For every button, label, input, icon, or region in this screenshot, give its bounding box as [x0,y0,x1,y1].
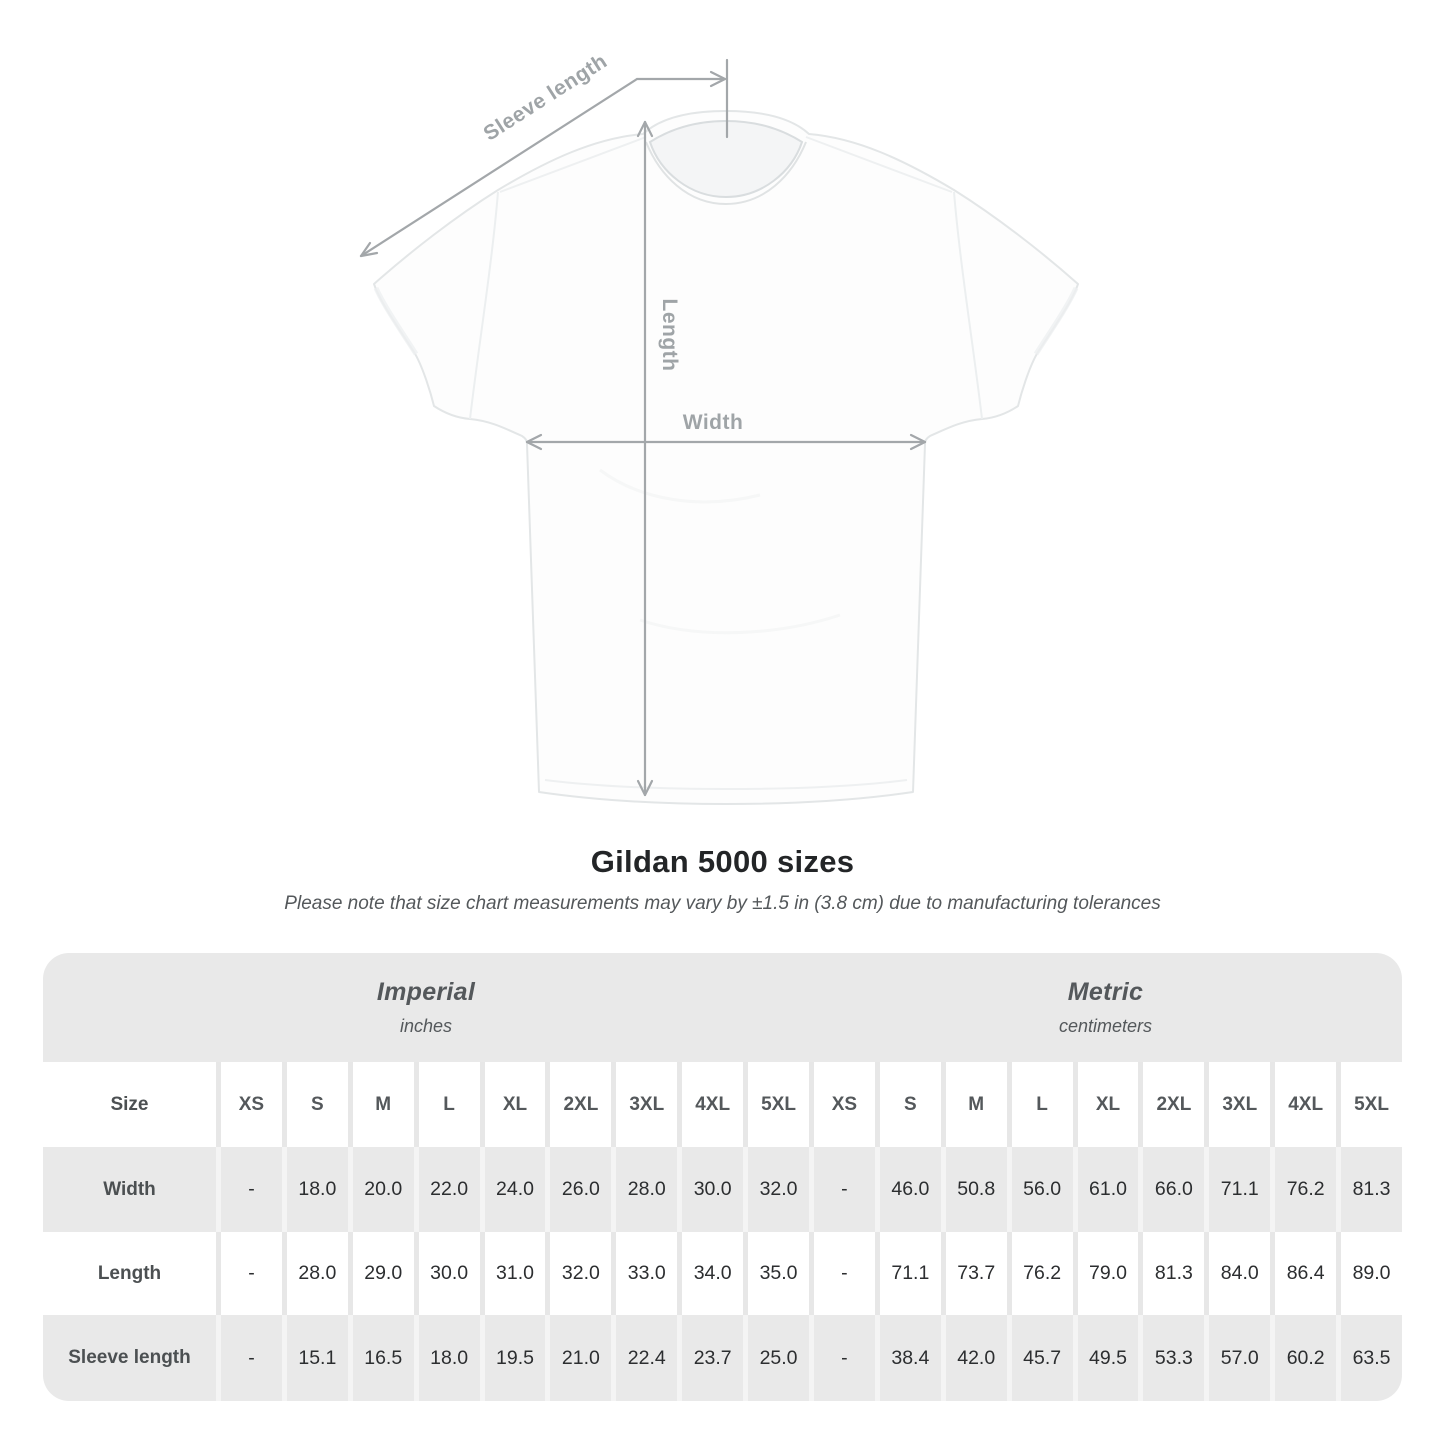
measurement-value: 34.0 [677,1232,744,1315]
size-header: 5XL [743,1062,809,1147]
tshirt-diagram: Sleeve length Length Width [359,50,1079,805]
measurement-value: 29.0 [347,1232,414,1315]
measurement-value: 31.0 [479,1232,546,1315]
size-header: S [874,1062,941,1147]
size-header: L [413,1062,480,1147]
size-header: XL [1072,1062,1139,1147]
measurement-value: 73.7 [940,1232,1007,1315]
measurement-value: 25.0 [743,1315,809,1401]
measurement-value: 89.0 [1336,1232,1402,1315]
length-arrow [636,120,654,797]
row-label-length: Length [43,1232,216,1315]
measurement-value: - [216,1315,282,1401]
size-header: M [940,1062,1007,1147]
measurement-value: 23.7 [677,1315,744,1401]
measurement-value: 71.1 [874,1232,941,1315]
measurement-value: 81.3 [1138,1232,1205,1315]
length-label: Length [658,299,681,372]
row-label-width: Width [43,1147,216,1232]
measurement-value: 22.4 [611,1315,678,1401]
size-header: 3XL [611,1062,678,1147]
size-header: 4XL [677,1062,744,1147]
measurement-value: 56.0 [1006,1147,1073,1232]
page-title: Gildan 5000 sizes [590,844,855,879]
measurement-value: 79.0 [1072,1232,1139,1315]
metric-label: Metric [1067,978,1144,1006]
measurement-value: 42.0 [940,1315,1007,1401]
measurement-value: 86.4 [1270,1232,1337,1315]
measurement-value: 18.0 [281,1147,348,1232]
width-arrow [525,433,927,451]
imperial-unit: inches [399,1016,452,1036]
size-header: XS [216,1062,282,1147]
measurement-value: - [216,1232,282,1315]
measurement-value: 61.0 [1072,1147,1139,1232]
measurement-value: - [808,1232,875,1315]
measurement-value: 71.1 [1204,1147,1271,1232]
measurement-value: 26.0 [545,1147,612,1232]
size-header: M [347,1062,414,1147]
measurement-value: 84.0 [1204,1232,1271,1315]
measurement-value: - [216,1147,282,1232]
measurement-value: 28.0 [281,1232,348,1315]
measurement-value: 50.8 [940,1147,1007,1232]
measurement-value: 22.0 [413,1147,480,1232]
measurement-value: 60.2 [1270,1315,1337,1401]
measurement-value: 24.0 [479,1147,546,1232]
size-header: 5XL [1336,1062,1402,1147]
metric-group-header: Metric centimeters [808,953,1402,1062]
size-table: Imperial inches Metric centimeters Size … [43,953,1402,1401]
sleeve-length-label: Sleeve length [480,50,612,146]
measurement-value: 21.0 [545,1315,612,1401]
measurement-value: 30.0 [677,1147,744,1232]
measurement-value: 76.2 [1270,1147,1337,1232]
measurement-value: 63.5 [1336,1315,1402,1401]
measurement-value: 32.0 [545,1232,612,1315]
tolerance-note: Please note that size chart measurements… [284,893,1161,914]
measurement-value: 15.1 [281,1315,348,1401]
measurement-value: 66.0 [1138,1147,1205,1232]
size-header: 3XL [1204,1062,1271,1147]
measurement-value: - [808,1147,875,1232]
size-header: XS [808,1062,875,1147]
size-header: S [281,1062,348,1147]
measurement-value: 18.0 [413,1315,480,1401]
measurement-value: 19.5 [479,1315,546,1401]
sleeve-length-arrow [359,58,729,258]
measurement-value: 81.3 [1336,1147,1402,1232]
measurement-value: 20.0 [347,1147,414,1232]
measurement-value: 28.0 [611,1147,678,1232]
metric-unit: centimeters [1058,1016,1152,1036]
row-label-sleeve-length: Sleeve length [43,1315,216,1401]
measurement-value: 30.0 [413,1232,480,1315]
measurement-value: 16.5 [347,1315,414,1401]
imperial-group-header: Imperial inches [43,953,809,1062]
measurement-value: 35.0 [743,1232,809,1315]
size-header: 2XL [1138,1062,1205,1147]
measurement-value: 45.7 [1006,1315,1073,1401]
measurement-value: 33.0 [611,1232,678,1315]
tshirt-image [373,110,1079,805]
measurement-value: 76.2 [1006,1232,1073,1315]
measurement-value: 53.3 [1138,1315,1205,1401]
measurement-value: 49.5 [1072,1315,1139,1401]
size-header: L [1006,1062,1073,1147]
measurement-value: 57.0 [1204,1315,1271,1401]
size-column-header: Size [43,1062,216,1147]
measurement-value: - [808,1315,875,1401]
imperial-label: Imperial [376,978,476,1006]
width-label: Width [683,411,744,434]
size-header: 2XL [545,1062,612,1147]
measurement-value: 46.0 [874,1147,941,1232]
size-header: XL [479,1062,546,1147]
measurement-value: 32.0 [743,1147,809,1232]
size-header: 4XL [1270,1062,1337,1147]
measurement-value: 38.4 [874,1315,941,1401]
